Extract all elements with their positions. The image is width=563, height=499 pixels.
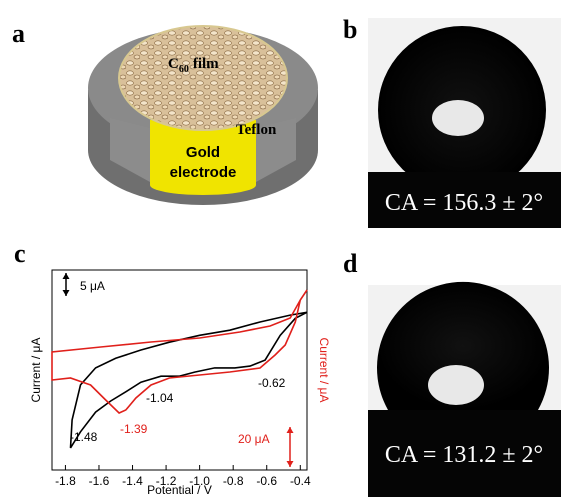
arrow-head [63,273,70,279]
contact-angle: CA = 131.2 ± 2° [385,442,543,468]
panel-label: b [343,15,357,44]
figure: a C60film Teflon Gold electrode b CA = 1… [0,0,563,499]
panel-d: d CA = 131.2 ± 2° [343,249,561,497]
x-tick-label: -0.4 [290,474,311,488]
x-axis-label: Potential / V [147,483,212,497]
panel-label: c [14,239,26,268]
panel-label: d [343,249,358,278]
peak-label: -1.48 [70,430,98,444]
arrow-head [287,427,294,433]
reflection [432,100,484,136]
electrode-label: electrode [170,164,237,181]
scale-label: 5 μA [80,279,105,293]
x-tick-label: -1.6 [89,474,110,488]
x-tick-label: -1.4 [122,474,143,488]
x-tick-label: -1.8 [55,474,76,488]
c60-film [119,26,287,130]
y2-axis-label: Current / μA [317,338,331,403]
peak-label: -0.62 [258,376,286,390]
electrode-label: Gold [186,144,220,161]
cv-curve [52,290,307,413]
peak-label: -1.39 [120,422,148,436]
arrow-head [287,461,294,467]
contact-angle: CA = 156.3 ± 2° [385,190,543,216]
panel-c: c -1.8-1.6-1.4-1.2-1.0-0.8-0.6-0.4Potent… [14,239,331,497]
panel-b: b CA = 156.3 ± 2° [343,15,561,228]
scale-label: 20 μA [238,432,270,446]
x-tick-label: -0.8 [223,474,244,488]
y-axis-label: Current / μA [29,338,43,403]
panel-label: a [12,19,25,48]
arrow-head [63,290,70,296]
reflection [428,365,484,405]
teflon-label: Teflon [236,122,277,138]
x-tick-label: -0.6 [256,474,277,488]
peak-label: -1.04 [146,391,174,405]
